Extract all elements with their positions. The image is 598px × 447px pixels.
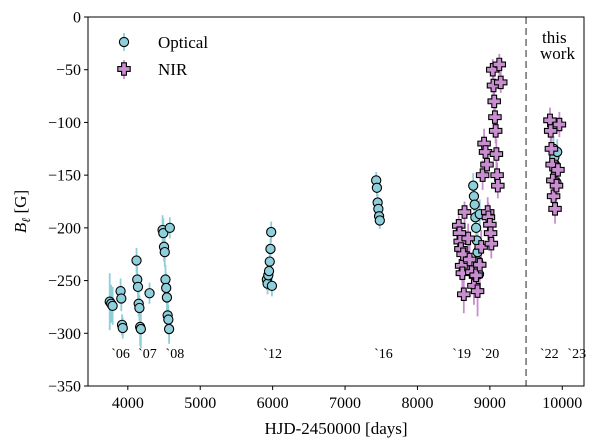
- nir-point: [488, 110, 502, 124]
- optical-point: [131, 255, 142, 266]
- nir-point: [492, 57, 507, 72]
- optical-point: [159, 246, 170, 258]
- optical-point: [468, 191, 480, 202]
- year-label: `20: [481, 347, 500, 362]
- legend-optical-label: Optical: [158, 33, 208, 52]
- optical-point: [164, 222, 175, 234]
- year-label: `07: [138, 347, 157, 362]
- nir-point: [491, 178, 505, 193]
- y-tick-label: −50: [56, 62, 81, 79]
- nir-point: [493, 75, 508, 90]
- nir-point: [484, 236, 499, 251]
- optical-point: [371, 182, 383, 193]
- optical-point: [468, 180, 479, 191]
- optical-point: [469, 199, 480, 210]
- nir-point: [488, 124, 503, 138]
- nir-point: [489, 147, 504, 161]
- optical-point: [265, 243, 276, 255]
- x-tick-label: 4000: [112, 395, 144, 412]
- plot-frame: [87, 16, 585, 387]
- nir-point: [469, 268, 483, 283]
- year-label: `16: [374, 347, 393, 362]
- nir-point: [480, 157, 494, 172]
- year-label: `12: [263, 347, 282, 362]
- x-tick-label: 6000: [257, 395, 289, 412]
- nir-point: [552, 117, 567, 132]
- x-tick-label: 5000: [184, 395, 216, 412]
- nir-point: [455, 266, 470, 280]
- annotation-text: this: [542, 28, 567, 47]
- legend-optical-marker: [118, 36, 130, 48]
- x-tick-label: 9000: [474, 395, 506, 412]
- optical-point: [107, 300, 118, 312]
- y-axis-label-subscript: ℓ: [19, 218, 33, 223]
- y-tick-label: −250: [48, 273, 81, 290]
- nir-point: [470, 284, 485, 298]
- year-label: `08: [166, 347, 185, 362]
- optical-point: [161, 292, 173, 303]
- nir-point: [461, 231, 475, 246]
- optical-point: [160, 274, 171, 285]
- nir-point: [457, 205, 472, 219]
- optical-point: [374, 215, 385, 226]
- nir-point: [487, 94, 501, 109]
- optical-point: [163, 323, 175, 335]
- year-label: `19: [452, 347, 471, 362]
- optical-point: [266, 280, 278, 291]
- optical-point: [161, 282, 172, 294]
- nir-point: [548, 202, 562, 216]
- nir-point: [551, 163, 565, 177]
- year-label: `22: [540, 347, 559, 362]
- optical-point: [132, 281, 144, 293]
- y-tick-label: −200: [48, 220, 81, 237]
- legend-nir-marker: [117, 62, 131, 76]
- x-tick-label: 7000: [329, 395, 361, 412]
- nir-point: [475, 168, 490, 182]
- year-label: `23: [567, 347, 586, 362]
- optical-point: [116, 293, 127, 304]
- y-tick-label: −350: [48, 379, 81, 396]
- optical-point: [144, 288, 155, 299]
- annotation-text: work: [540, 44, 575, 63]
- optical-point: [163, 314, 174, 325]
- optical-point: [135, 323, 147, 335]
- year-label: `06: [111, 347, 130, 362]
- optical-point: [264, 256, 275, 267]
- nir-point: [543, 124, 558, 138]
- legend-nir-label: NIR: [158, 60, 188, 79]
- x-tick-label: 8000: [401, 395, 433, 412]
- nir-point: [544, 142, 559, 156]
- optical-point: [266, 226, 277, 238]
- nir-point: [549, 178, 564, 193]
- y-tick-label: −300: [48, 326, 81, 343]
- x-axis-label: HJD-2450000 [days]: [264, 419, 407, 438]
- x-tick-label: 10000: [542, 395, 582, 412]
- axes: 4000 5000 6000 7000 8000 9000 10000 0 −50 −100 −15…: [11, 10, 585, 438]
- optical-point: [158, 227, 169, 239]
- legend: Optical NIR: [117, 33, 208, 79]
- nir-point: [474, 240, 488, 254]
- optical-point: [263, 265, 275, 277]
- nir-point: [457, 287, 471, 302]
- y-tick-label: −150: [48, 168, 81, 185]
- nir-point: [472, 258, 487, 272]
- optical-point: [134, 302, 145, 314]
- y-axis-label: Bℓ [G]: [11, 190, 33, 233]
- y-tick-label: 0: [73, 10, 81, 27]
- optical-point: [470, 222, 482, 234]
- y-axis-label-unit: [G]: [11, 190, 30, 218]
- y-tick-label: −100: [48, 115, 81, 132]
- optical-point: [117, 322, 128, 334]
- y-axis-label-symbol: B: [11, 222, 30, 233]
